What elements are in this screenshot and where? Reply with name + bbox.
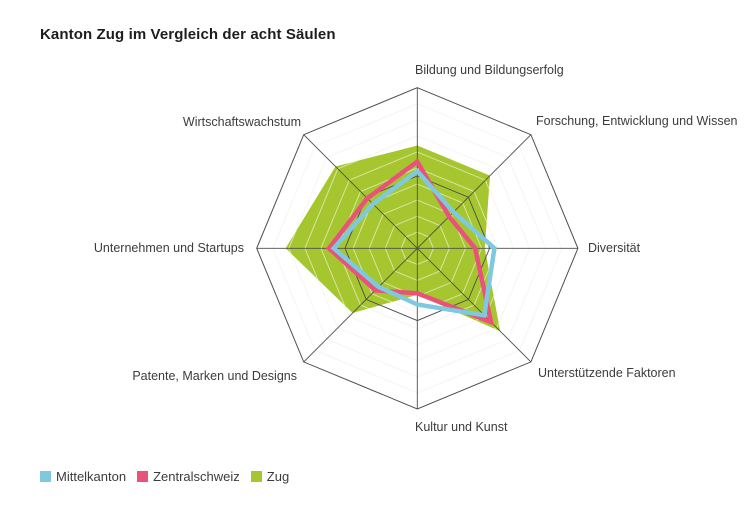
legend-swatch-zentralschweiz: [137, 471, 149, 482]
axis-label-bildung: Bildung und Bildungserfolg: [415, 63, 564, 77]
legend-item-mittelkanton: Mittelkanton: [40, 469, 126, 484]
legend: Mittelkanton Zentralschweiz Zug: [40, 469, 289, 484]
legend-swatch-zug: [250, 471, 262, 482]
page-title: Kanton Zug im Vergleich der acht Säulen: [40, 26, 336, 43]
legend-item-zentralschweiz: Zentralschweiz: [137, 469, 240, 484]
legend-label-mittelkanton: Mittelkanton: [56, 469, 127, 484]
legend-swatch-mittelkanton: [40, 471, 51, 482]
axis-label-kultur: Kultur und Kunst: [415, 420, 508, 434]
legend-label-zug: Zug: [266, 469, 290, 484]
axis-label-wirtschaft: Wirtschaftswachstum: [182, 115, 301, 129]
legend-label-zentralschweiz: Zentralschweiz: [153, 469, 240, 484]
axis-label-diversitaet: Diversität: [588, 241, 641, 255]
axis-label-unterstuetzende: Unterstützende Faktoren: [538, 366, 676, 380]
axis-label-patente: Patente, Marken und Designs: [132, 369, 297, 383]
axis-label-forschung: Forschung, Entwicklung und Wissen: [536, 114, 738, 128]
axis-label-unternehmen: Unternehmen und Startups: [93, 241, 244, 255]
legend-item-zug: Zug: [250, 469, 290, 484]
